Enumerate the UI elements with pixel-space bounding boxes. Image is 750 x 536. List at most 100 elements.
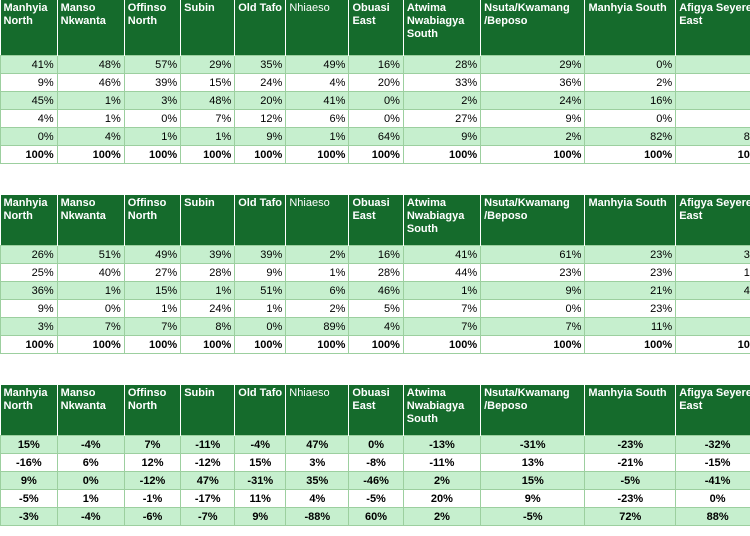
table-cell: 3%	[123, 91, 182, 110]
table-cell: 9%	[480, 109, 586, 128]
table-cell: 1%	[123, 299, 182, 318]
table-row: 41%48%57%29%35%49%16%28%29%0%4	[0, 55, 750, 74]
table-cell: 0%	[348, 109, 404, 128]
table-cell: 2%	[285, 245, 350, 264]
column-header: Old Tafo	[234, 195, 287, 246]
table-cell: 100%	[56, 145, 125, 164]
table-cell: 1%	[56, 91, 125, 110]
table-cell: 12%	[123, 453, 182, 472]
table-cell: 100%	[285, 145, 350, 164]
table-cell: 49%	[285, 55, 350, 74]
table-cell: 100%	[480, 335, 586, 354]
table-cell: 48%	[180, 91, 236, 110]
header-row: Manhyia North Manso Nkwanta Offinso North S…	[0, 195, 750, 246]
table-cell: 89	[675, 127, 750, 146]
table-cell: -5%	[0, 489, 58, 508]
table-cell: 51%	[56, 245, 125, 264]
table-cell: 0%	[123, 109, 182, 128]
table-cell: 6%	[56, 453, 125, 472]
column-header: Nsuta/Kwamang /Beposo	[480, 195, 586, 246]
table-cell: 23%	[584, 299, 677, 318]
table-cell: 9%	[480, 281, 586, 300]
table-cell: 8%	[180, 317, 236, 336]
table-cell: 0	[675, 109, 750, 128]
table-row: 0%4%1%1%9%1%64%9%2%82%89	[0, 127, 750, 146]
table-cell: -5%	[480, 507, 586, 526]
column-header: Nhiaeso	[285, 195, 350, 246]
table-cell: 6%	[285, 281, 350, 300]
table-cell: 6%	[285, 109, 350, 128]
table-cell: 100%	[348, 145, 404, 164]
table-row: 9%0%1%24%1%2%5%7%0%23%0	[0, 299, 750, 318]
table-cell: 72%	[584, 507, 677, 526]
table-cell: 17	[675, 263, 750, 282]
table-cell: 3%	[285, 453, 350, 472]
table-cell: 51%	[234, 281, 287, 300]
table-row: 100% 100% 100% 100% 100% 100% 100% 100% 100% 100%…	[0, 145, 750, 164]
table-cell: 21%	[584, 281, 677, 300]
table-block-3: Manhyia North Manso Nkwanta Offinso North S…	[0, 385, 750, 526]
table-cell: 40%	[56, 263, 125, 282]
table-cell: 20%	[402, 489, 482, 508]
column-header: Atwima Nwabiagya South	[403, 0, 482, 56]
table-cell: 47%	[285, 435, 350, 454]
table-cell: 57%	[123, 55, 182, 74]
table-cell: 28%	[402, 55, 482, 74]
table-cell: -11%	[180, 435, 236, 454]
column-header: Manhyia South	[584, 385, 677, 436]
table-cell: 13%	[480, 453, 586, 472]
table-cell: 1%	[123, 127, 182, 146]
table-cell: 46%	[56, 73, 125, 92]
table-cell: 37	[675, 245, 750, 264]
table-cell: 100	[675, 145, 750, 164]
table-cell: 7%	[402, 317, 482, 336]
table-cell: 12%	[234, 109, 287, 128]
table-cell: -7%	[180, 507, 236, 526]
table-cell: 48%	[56, 55, 125, 74]
column-header: Subin	[180, 385, 236, 436]
table-cell: 1	[675, 317, 750, 336]
column-header: Atwima Nwabiagya South	[403, 385, 482, 436]
table-cell: 2%	[402, 91, 482, 110]
table-cell: 39%	[123, 73, 182, 92]
table-cell: 0%	[348, 435, 404, 454]
table-cell: 9%	[0, 471, 58, 490]
header-row: Manhyia North Manso Nkwanta Offinso North S…	[0, 385, 750, 436]
table-cell: 26%	[0, 245, 58, 264]
column-header: Obuasi East	[348, 195, 404, 246]
table-cell: 4%	[285, 73, 350, 92]
table-cell: 16%	[348, 245, 404, 264]
table-cell: 25%	[0, 263, 58, 282]
table-cell: 9%	[0, 299, 58, 318]
table-cell: 1%	[56, 281, 125, 300]
table-cell: 1%	[234, 299, 287, 318]
column-header: Afigya Seyere East	[675, 195, 750, 246]
table-cell: 1%	[180, 127, 236, 146]
table-cell: 100%	[234, 145, 287, 164]
table-cell: -5%	[584, 471, 677, 490]
table-cell: 7%	[480, 317, 586, 336]
table-cell: 64%	[348, 127, 404, 146]
table-cell: 9%	[0, 73, 58, 92]
column-header: Manhyia North	[0, 0, 58, 56]
table-cell: 9%	[402, 127, 482, 146]
table-row: 26%51%49%39%39%2%16%41%61%23%37	[0, 245, 750, 264]
table-cell: 20%	[348, 73, 404, 92]
table-cell: 24%	[480, 91, 586, 110]
table-cell: -16%	[0, 453, 58, 472]
table-cell: 100%	[348, 335, 404, 354]
table-block-2: Manhyia North Manso Nkwanta Offinso North S…	[0, 195, 750, 354]
table-cell: 2%	[285, 299, 350, 318]
table-cell: -1%	[123, 489, 182, 508]
table-cell: 44%	[402, 263, 482, 282]
table-cell: 100%	[234, 335, 287, 354]
table-cell: 100%	[402, 335, 482, 354]
column-header: Manhyia South	[584, 0, 677, 56]
table-cell: -21%	[584, 453, 677, 472]
column-header: Manso Nkwanta	[57, 195, 125, 246]
table-cell: 0%	[584, 55, 677, 74]
table-cell: 28%	[180, 263, 236, 282]
table-cell: 7%	[123, 317, 182, 336]
table-cell: -31%	[480, 435, 586, 454]
header-row: Manhyia North Manso Nkwanta Offinso North S…	[0, 0, 750, 56]
